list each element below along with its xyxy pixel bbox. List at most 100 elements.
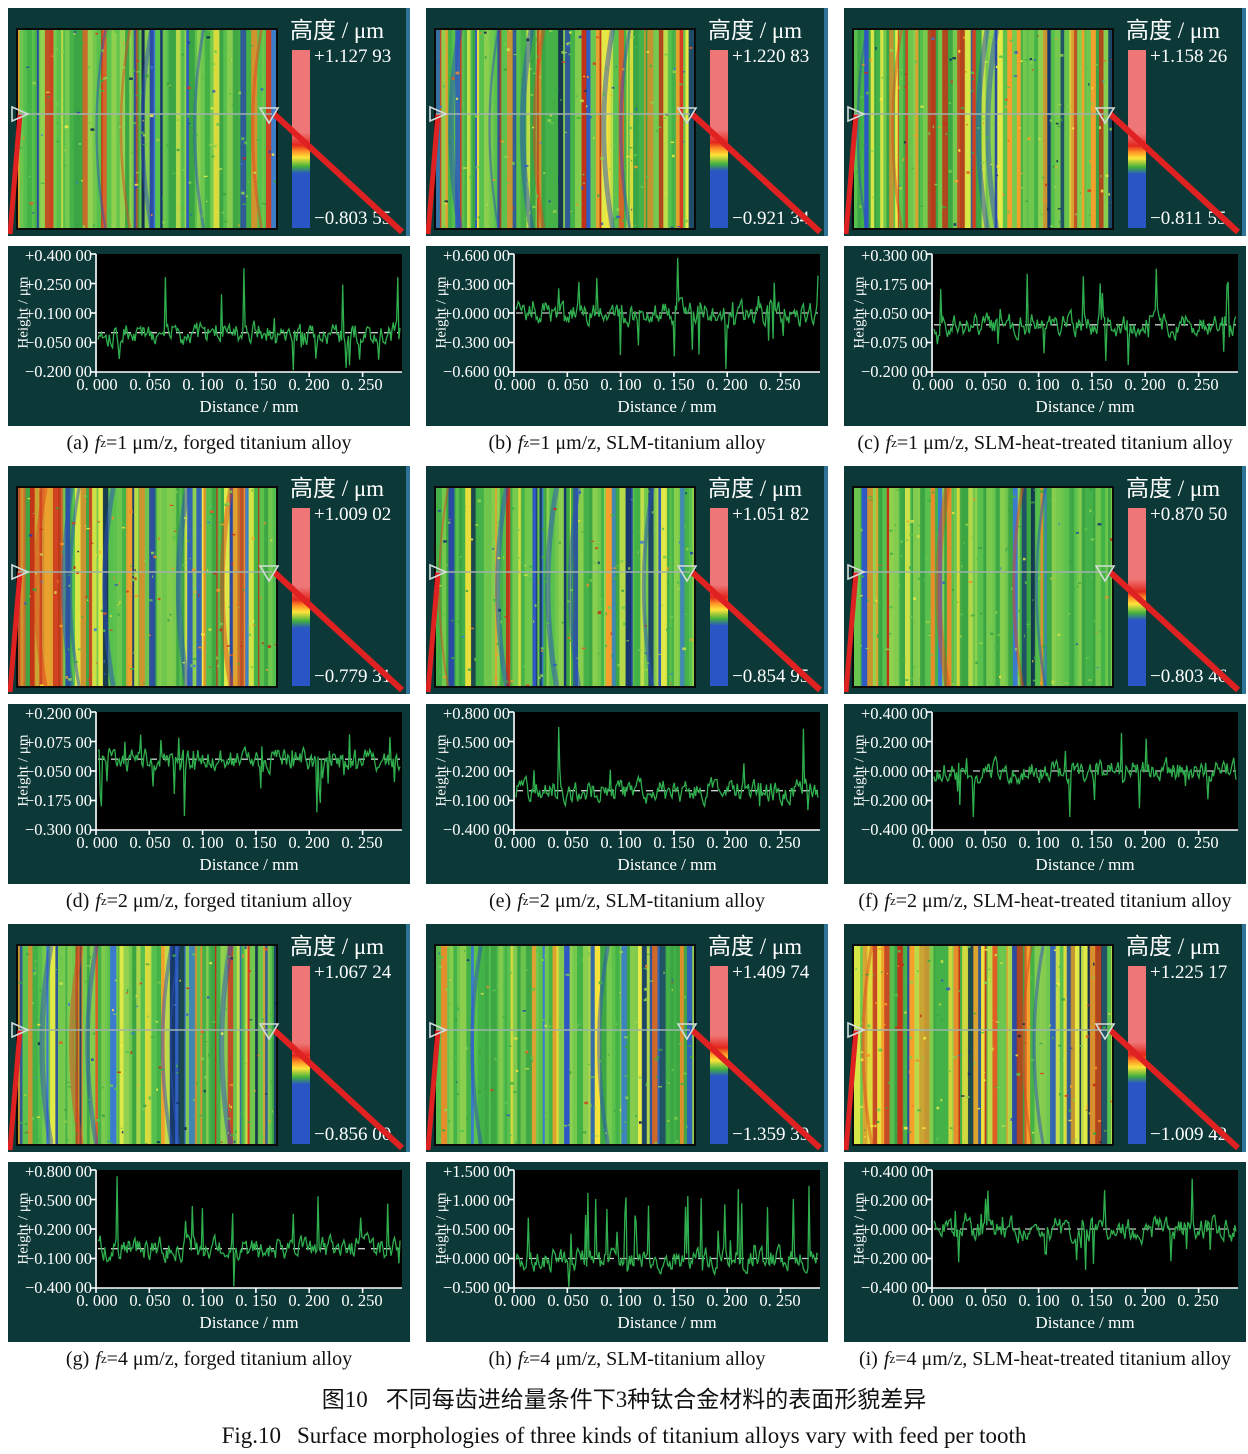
figure-panel: 高度 / μm +1.067 24 −0.856 00 Height / μm … (8, 924, 410, 1376)
feed-per-tooth-symbol: f (95, 889, 101, 912)
figure-number-zh: 图10 (321, 1387, 368, 1412)
panel-caption-index: (h) (488, 1347, 512, 1370)
colorbar-min-value: −0.856 00 (314, 1124, 392, 1145)
colorbar-title: 高度 / μm (289, 18, 385, 43)
colorbar (292, 50, 310, 228)
x-tick-label: 0. 150 (1071, 375, 1113, 394)
roughness-profile-plot (90, 711, 402, 835)
x-tick-label: 0. 200 (1124, 1291, 1166, 1310)
panel-caption: (i) f z =4 μm/z, SLM-heat-treated titanium … (844, 1342, 1246, 1376)
surface-height-map (16, 486, 278, 688)
surface-height-map (852, 486, 1114, 688)
x-tick-label: 0. 000 (912, 833, 954, 852)
x-tick-label: 0. 150 (235, 833, 277, 852)
x-tick-label: 0. 050 (965, 375, 1007, 394)
roughness-profile-plot (926, 711, 1238, 835)
x-tick-label: 0. 100 (182, 1291, 224, 1310)
figure-panel: 高度 / μm +0.870 50 −0.803 46 Height / μm … (844, 466, 1246, 918)
x-tick-label: 0. 000 (76, 375, 118, 394)
roughness-profile-plot (508, 711, 820, 835)
x-tick-label: 0. 150 (1071, 1291, 1113, 1310)
x-tick-label: 0. 100 (182, 375, 224, 394)
y-tick-label: −0.300 00 (24, 820, 92, 839)
y-tick-label: +0.400 00 (24, 246, 92, 265)
y-tick-label: −0.200 00 (860, 1249, 928, 1268)
panel-caption-text: =1 μm/z, SLM-titanium alloy (529, 431, 766, 454)
y-tick-label: −0.300 00 (442, 333, 510, 352)
figure-panel: 高度 / μm +1.220 83 −0.921 34 Height / μm … (426, 8, 828, 460)
surface-map-section: 高度 / μm +1.225 17 −1.009 42 (844, 924, 1246, 1152)
figure-panel: 高度 / μm +1.158 26 −0.811 55 Height / μm … (844, 8, 1246, 460)
feed-symbol-subscript: z (889, 1351, 896, 1366)
surface-map-section: 高度 / μm +1.220 83 −0.921 34 (426, 8, 828, 236)
roughness-profile-section: Height / μm +0.400 00 +0.200 00 +0.000 0… (844, 704, 1246, 884)
y-tick-label: −0.175 00 (24, 791, 92, 810)
figure-panel: 高度 / μm +1.051 82 −0.854 95 Height / μm … (426, 466, 828, 918)
colorbar (292, 508, 310, 686)
surface-map-section: 高度 / μm +1.067 24 −0.856 00 (8, 924, 410, 1152)
y-tick-label: +0.200 00 (24, 1220, 92, 1239)
surface-map-section: 高度 / μm +1.051 82 −0.854 95 (426, 466, 828, 694)
y-tick-label: +0.000 00 (860, 762, 928, 781)
profile-x-axis-title: Distance / mm (617, 855, 717, 874)
y-tick-label: −0.200 00 (860, 791, 928, 810)
y-tick-label: −0.100 00 (442, 791, 510, 810)
panel-caption-index: (b) (488, 431, 512, 454)
colorbar-min-value: −0.811 55 (1150, 208, 1227, 229)
y-tick-label: +0.200 00 (860, 1191, 928, 1210)
colorbar-max-value: +1.158 26 (1150, 46, 1228, 67)
y-tick-label: +1.000 00 (442, 1191, 510, 1210)
colorbar-title: 高度 / μm (289, 476, 385, 501)
x-tick-label: 0. 200 (706, 1291, 748, 1310)
x-tick-label: 0. 250 (1177, 375, 1219, 394)
roughness-profile-section: Height / μm +0.600 00 +0.300 00 +0.000 0… (426, 246, 828, 426)
colorbar-max-value: +0.870 50 (1150, 504, 1228, 525)
profile-x-axis-title: Distance / mm (199, 397, 299, 416)
colorbar-title: 高度 / μm (1125, 18, 1221, 43)
y-tick-label: +0.000 00 (442, 1249, 510, 1268)
feed-symbol-subscript: z (100, 435, 107, 450)
colorbar-min-value: −0.921 34 (732, 208, 810, 229)
roughness-profile-plot (90, 253, 402, 377)
colorbar-max-value: +1.409 74 (732, 962, 810, 983)
x-tick-label: 0. 100 (1018, 833, 1060, 852)
feed-symbol-subscript: z (891, 435, 897, 450)
panel-caption: (c) f z =1 μm/z, SLM-heat-treated titanium … (844, 426, 1246, 460)
panel-caption: (f) f z =2 μm/z, SLM-heat-treated titanium … (844, 884, 1246, 918)
profile-x-axis-title: Distance / mm (199, 855, 299, 874)
x-tick-label: 0. 000 (494, 833, 536, 852)
surface-map-section: 高度 / μm +1.009 02 −0.779 31 (8, 466, 410, 694)
colorbar-max-value: +1.051 82 (732, 504, 810, 525)
y-tick-label: −0.400 00 (860, 1278, 928, 1297)
figure-captions: 图10 不同每齿进给量条件下3种钛合金材料的表面形貌差异 Fig.10 Surfac… (0, 1382, 1248, 1454)
colorbar-title: 高度 / μm (707, 18, 803, 43)
y-tick-label: −0.400 00 (860, 820, 928, 839)
colorbar-min-value: −1.359 39 (732, 1124, 810, 1145)
x-tick-label: 0. 100 (182, 833, 224, 852)
x-tick-label: 0. 200 (1124, 375, 1166, 394)
panel-caption-index: (d) (65, 889, 90, 912)
colorbar (1128, 966, 1146, 1144)
feed-per-tooth-symbol: f (517, 889, 523, 912)
panel-caption-index: (c) (857, 431, 880, 454)
x-tick-label: 0. 050 (129, 1291, 171, 1310)
colorbar-max-value: +1.067 24 (314, 962, 392, 983)
panel-caption-text: =2 μm/z, SLM-titanium alloy (528, 889, 765, 912)
profile-x-axis-title: Distance / mm (1035, 1313, 1135, 1332)
colorbar-title: 高度 / μm (1125, 476, 1221, 501)
x-tick-label: 0. 150 (1071, 833, 1113, 852)
x-tick-label: 0. 050 (965, 833, 1007, 852)
x-tick-label: 0. 250 (341, 375, 383, 394)
panel-caption: (h) f z =4 μm/z, SLM-titanium alloy (426, 1342, 828, 1376)
x-tick-label: 0. 100 (1018, 1291, 1060, 1310)
surface-height-map (852, 28, 1114, 230)
colorbar-min-value: −0.803 46 (1150, 666, 1228, 687)
y-tick-label: +0.100 00 (24, 304, 92, 323)
x-tick-label: 0. 100 (1018, 375, 1060, 394)
panel-caption-text: =4 μm/z, forged titanium alloy (106, 1347, 353, 1370)
surface-height-map (16, 944, 278, 1146)
colorbar-title: 高度 / μm (289, 934, 385, 959)
figure-grid: 高度 / μm +1.127 93 −0.803 55 Height / μm … (8, 8, 1246, 1376)
roughness-profile-section: Height / μm +1.500 00 +1.000 00 +0.500 0… (426, 1162, 828, 1342)
surface-map-section: 高度 / μm +1.409 74 −1.359 39 (426, 924, 828, 1152)
